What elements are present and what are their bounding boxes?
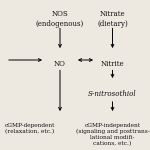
Text: cGMP-dependent
(relaxation, etc.): cGMP-dependent (relaxation, etc.): [5, 123, 55, 134]
Text: cGMP-independent
(signaling and posttrans-
lational modifi-
cations, etc.): cGMP-independent (signaling and posttran…: [76, 123, 149, 146]
Text: Nitrate
(dietary): Nitrate (dietary): [97, 11, 128, 28]
Text: Nitrite: Nitrite: [101, 60, 124, 68]
Text: S-nitrosothiol: S-nitrosothiol: [88, 90, 137, 98]
Text: NOS
(endogenous): NOS (endogenous): [36, 11, 84, 28]
Text: NO: NO: [54, 60, 66, 68]
